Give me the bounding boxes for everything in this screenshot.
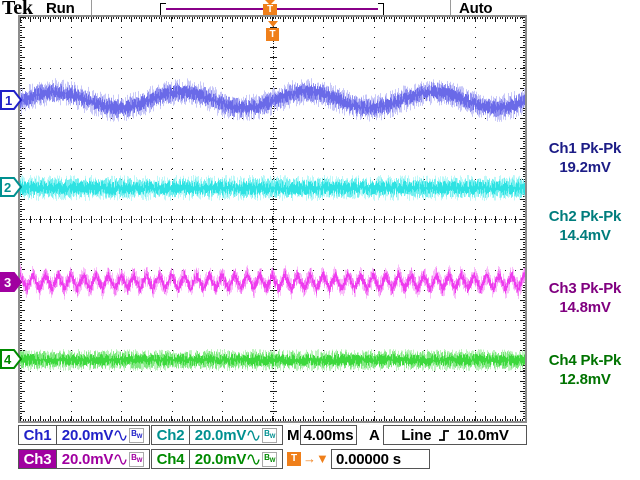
acquisition-state: Run	[46, 0, 75, 17]
ch1-pkpk-measurement: Ch1 Pk-Pk 19.2mV	[533, 139, 637, 177]
ch1-label: Ch1	[18, 425, 57, 445]
top-status-bar: Tek Run T Auto	[0, 0, 640, 19]
ch4-label: Ch4	[151, 449, 190, 469]
trigger-t-icon: T	[266, 28, 279, 41]
down-triangle-icon	[268, 21, 278, 27]
trigger-readout: Line 10.0mV	[383, 425, 527, 445]
measurement-title: Ch2 Pk-Pk	[548, 208, 622, 225]
scale-value: 20.0mV	[194, 426, 247, 444]
ch3-label: Ch3	[18, 449, 57, 469]
separator	[91, 0, 92, 16]
measurement-title: Ch4 Pk-Pk	[548, 352, 622, 369]
ac-coupling-icon	[247, 453, 260, 465]
measurement-title: Ch1 Pk-Pk	[548, 140, 622, 157]
scale-value: 20.0mV	[61, 426, 114, 444]
trigger-mode-label: A	[369, 426, 380, 444]
trigger-t-icon: T	[263, 4, 277, 16]
bandwidth-limit-icon: BW	[262, 451, 278, 467]
separator	[450, 0, 451, 16]
graticule-area: T	[18, 15, 527, 423]
ch4-scale-readout: 20.0mV BW	[189, 449, 283, 469]
rising-edge-icon	[439, 429, 450, 441]
trigger-delay-readout: 0.00000 s	[331, 449, 430, 469]
trigger-source: Line	[401, 426, 432, 444]
measurement-value: 19.2mV	[559, 159, 611, 176]
trigger-level: 10.0mV	[457, 426, 509, 444]
svg-text:2: 2	[4, 180, 11, 195]
ch2-position-marker: 2	[0, 177, 23, 197]
down-triangle-icon: ▼	[316, 451, 329, 466]
measurement-value: 14.4mV	[559, 227, 611, 244]
measurement-value: 12.8mV	[559, 371, 611, 388]
timebase-readout: 4.00ms	[300, 425, 357, 445]
ch2-label: Ch2	[151, 425, 190, 445]
ch1-position-marker: 1	[0, 90, 23, 110]
trigger-position-slider-icon: T	[263, 0, 277, 16]
measurement-title: Ch3 Pk-Pk	[548, 280, 622, 297]
scale-value: 20.0mV	[61, 450, 114, 468]
svg-text:1: 1	[5, 93, 12, 108]
bandwidth-limit-icon: BW	[129, 427, 145, 443]
measurement-value: 14.8mV	[559, 299, 611, 316]
waveform-canvas	[20, 17, 525, 421]
ch3-position-marker: 3	[0, 272, 23, 292]
ch2-pkpk-measurement: Ch2 Pk-Pk 14.4mV	[533, 207, 637, 245]
ch4-pkpk-measurement: Ch4 Pk-Pk 12.8mV	[533, 351, 637, 389]
svg-text:4: 4	[4, 352, 12, 367]
ch1-scale-readout: 20.0mV BW	[56, 425, 150, 445]
down-triangle-icon	[265, 0, 275, 5]
ac-coupling-icon	[114, 453, 127, 465]
ac-coupling-icon	[247, 429, 260, 441]
right-arrow-icon: →	[303, 451, 316, 466]
ch4-position-marker: 4	[0, 349, 23, 369]
ch3-scale-readout: 20.0mV BW	[56, 449, 150, 469]
bandwidth-limit-icon: BW	[262, 427, 278, 443]
bandwidth-limit-icon: BW	[129, 451, 145, 467]
svg-text:3: 3	[4, 275, 11, 290]
scale-value: 20.0mV	[194, 450, 247, 468]
trigger-mode-status: Auto	[459, 0, 493, 17]
ch2-scale-readout: 20.0mV BW	[189, 425, 283, 445]
tek-logo: Tek	[2, 0, 33, 19]
timebase-label: M	[287, 426, 300, 444]
ac-coupling-icon	[114, 429, 127, 441]
ch3-pkpk-measurement: Ch3 Pk-Pk 14.8mV	[533, 279, 637, 317]
trigger-t-icon: T	[287, 452, 301, 466]
trigger-point-marker: T	[265, 21, 281, 51]
